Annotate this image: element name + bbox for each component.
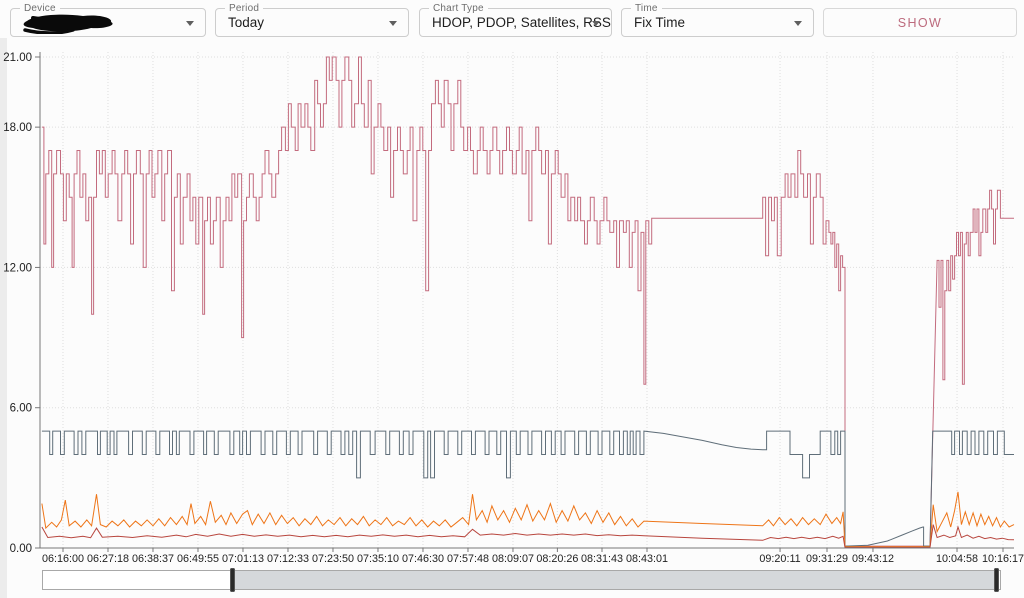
series-rssi bbox=[41, 56, 1014, 547]
series-pdop bbox=[41, 491, 1015, 548]
series-satellites bbox=[41, 430, 1014, 547]
x-axis-tick-label: 08:31:43 bbox=[581, 553, 623, 565]
device-name-redaction-scribble bbox=[23, 14, 113, 34]
series-hdop bbox=[41, 524, 1015, 548]
dropdown-arrow-icon[interactable] bbox=[389, 21, 397, 26]
y-axis-tick-label: 6.00 bbox=[10, 403, 32, 415]
x-axis-tick-label: 10:16:17 bbox=[982, 553, 1024, 565]
range-selector-selected-region[interactable] bbox=[233, 571, 998, 589]
x-axis-tick-label: 06:16:00 bbox=[42, 553, 84, 565]
page-left-edge-strip bbox=[0, 38, 7, 598]
chart-type-select-value: HDOP, PDOP, Satellites, RSSI bbox=[432, 15, 611, 30]
x-axis-tick-label: 09:20:11 bbox=[759, 553, 800, 565]
x-axis-tick-label: 08:43:01 bbox=[626, 553, 668, 565]
y-axis-tick-label: 21.00 bbox=[3, 52, 32, 64]
period-select[interactable]: Period Today bbox=[215, 3, 409, 37]
x-axis-tick-label: 07:23:50 bbox=[312, 553, 354, 565]
dropdown-arrow-icon[interactable] bbox=[186, 21, 194, 26]
range-selector-left-handle[interactable] bbox=[230, 568, 236, 592]
device-select[interactable]: Device bbox=[10, 3, 206, 37]
range-selector-right-handle[interactable] bbox=[994, 568, 1000, 592]
x-axis-tick-label: 10:04:58 bbox=[936, 553, 978, 565]
x-axis-tick-label: 07:35:10 bbox=[357, 553, 399, 565]
period-select-label: Period bbox=[225, 3, 264, 14]
period-select-value: Today bbox=[228, 15, 265, 30]
x-axis-tick-label: 06:27:18 bbox=[87, 553, 129, 565]
x-axis-tick-label: 08:20:26 bbox=[536, 553, 578, 565]
x-axis-tick-label: 07:57:48 bbox=[447, 553, 489, 565]
chart-series bbox=[41, 56, 1015, 548]
time-select-value: Fix Time bbox=[634, 15, 686, 30]
show-button[interactable]: SHOW bbox=[823, 8, 1017, 37]
x-axis-tick-label: 06:49:55 bbox=[177, 553, 219, 565]
chart-type-select-label: Chart Type bbox=[429, 3, 488, 14]
time-select[interactable]: Time Fix Time bbox=[621, 3, 814, 37]
dropdown-arrow-icon[interactable] bbox=[794, 21, 802, 26]
x-axis-tick-label: 09:31:29 bbox=[806, 553, 848, 565]
x-axis-tick-label: 08:09:07 bbox=[492, 553, 534, 565]
y-axis-tick-label: 18.00 bbox=[3, 122, 32, 134]
x-axis-tick-label: 09:43:12 bbox=[852, 553, 894, 565]
chart-type-select[interactable]: Chart Type HDOP, PDOP, Satellites, RSSI bbox=[419, 3, 612, 37]
y-axis-tick-label: 12.00 bbox=[3, 262, 32, 274]
time-select-label: Time bbox=[631, 3, 662, 14]
y-axis-tick-label: 0.00 bbox=[10, 543, 32, 555]
x-axis-tick-label: 07:01:13 bbox=[222, 553, 264, 565]
x-axis-tick-label: 06:38:37 bbox=[132, 553, 174, 565]
range-selector-track[interactable] bbox=[42, 570, 1001, 590]
x-axis-tick-label: 07:46:30 bbox=[402, 553, 444, 565]
x-axis-tick-label: 07:12:33 bbox=[267, 553, 309, 565]
chart-gridlines bbox=[40, 52, 1014, 548]
device-select-label: Device bbox=[20, 3, 60, 14]
dropdown-arrow-icon[interactable] bbox=[592, 21, 600, 26]
